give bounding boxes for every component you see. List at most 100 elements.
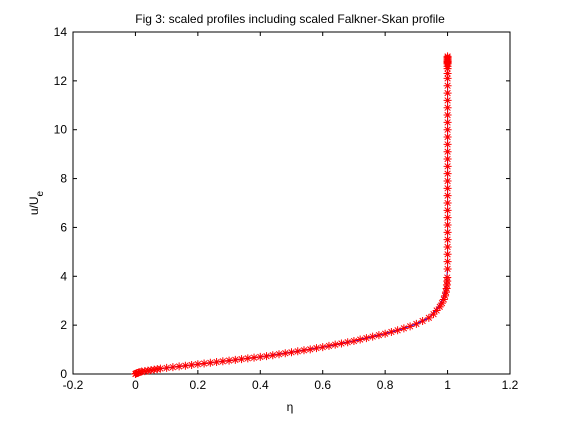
y-tick-label: 10 [54,123,68,137]
y-tick-label: 12 [54,74,68,88]
data-point [175,362,184,371]
data-point [362,334,371,343]
data-point [306,345,315,354]
data-point [439,295,448,304]
data-point [256,352,265,361]
y-tick-label: 4 [60,269,67,283]
x-tick-label: 0 [132,378,139,392]
y-tick-label: 0 [60,367,67,381]
y-tick-label: 14 [54,25,68,39]
x-tick-label: 1.2 [502,378,519,392]
data-point [443,250,452,259]
data-point [443,206,452,215]
y-tick-label: 2 [60,318,67,332]
series-points [131,52,452,378]
data-point [443,125,452,134]
data-point [187,360,196,369]
x-axis: -0.2 0 0.2 0.4 0.6 0.8 1 1.2 [63,32,519,392]
data-point [443,191,452,200]
data-point [381,329,390,338]
data-point [168,363,177,372]
data-point [443,264,452,273]
data-point [443,162,452,171]
data-point [324,341,333,350]
y-axis-label-subscript: e [35,190,46,196]
data-point [206,358,215,367]
data-point [337,339,346,348]
data-point [443,74,452,83]
data-point [443,96,452,105]
x-tick-label: 1 [444,378,451,392]
data-point [429,310,438,319]
data-point [406,322,415,331]
data-point [443,184,452,193]
data-point [399,324,408,333]
y-axis-label-main: u/U [27,196,41,215]
data-point [443,228,452,237]
data-point [200,359,209,368]
data-point [443,147,452,156]
data-point [268,351,277,360]
data-point [349,337,358,346]
data-point [418,316,427,325]
data-point [443,257,452,266]
y-axis: 0 2 4 6 8 10 12 14 [54,25,510,381]
data-point [443,177,452,186]
data-point [443,103,452,112]
data-point [437,299,446,308]
data-point [318,343,327,352]
data-point [443,242,452,251]
data-point [443,133,452,142]
data-point [287,348,296,357]
data-point [231,355,240,364]
data-point [281,349,290,358]
data-point [443,199,452,207]
data-point [443,52,452,61]
x-tick-label: -0.2 [63,378,84,392]
data-point [218,357,227,366]
y-tick-label: 8 [60,172,67,186]
data-point [443,89,452,98]
data-point [225,356,234,365]
x-tick-label: 0.2 [190,378,207,392]
data-point [250,353,259,362]
data-point [243,354,252,363]
data-point [262,352,271,361]
data-point [275,350,284,359]
data-point [432,306,441,315]
data-point [442,288,451,297]
data-point [393,326,402,335]
data-point [441,291,450,300]
data-point [443,57,452,66]
x-axis-label: η [287,400,294,414]
data-point [443,220,452,229]
data-point [387,327,396,336]
data-point [356,335,365,344]
x-tick-label: 0.8 [377,378,394,392]
data-point [443,235,452,244]
x-tick-label: 0.4 [252,378,269,392]
data-point [443,69,452,78]
data-point [443,81,452,90]
data-point [331,340,340,349]
data-point [435,302,444,311]
data-point [443,213,452,222]
data-point [212,358,221,367]
data-point [412,319,421,328]
data-point [343,338,352,347]
y-tick-label: 6 [60,220,67,234]
data-point [299,346,308,355]
data-point [162,363,171,372]
data-point [237,355,246,364]
data-point [193,360,202,369]
data-point [293,347,302,356]
data-point [156,364,165,373]
data-point [181,361,190,370]
data-point [443,118,452,127]
data-point [443,140,452,149]
plot-area [72,31,511,375]
data-point [368,332,377,341]
data-point [443,111,452,120]
